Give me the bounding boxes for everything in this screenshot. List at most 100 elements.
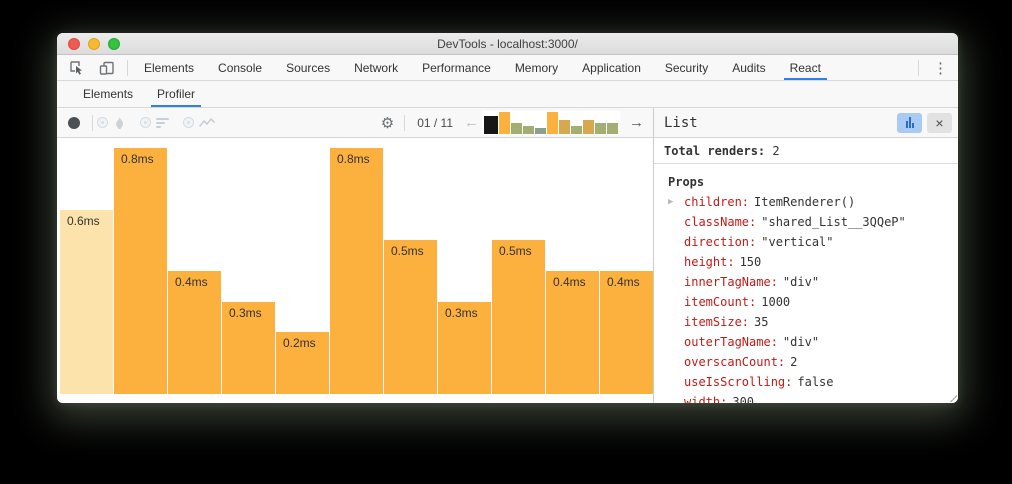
tab-application[interactable]: Application — [582, 60, 641, 75]
devtools-tabs: Elements Console Sources Network Performance… — [132, 55, 833, 80]
prop-value: false — [797, 375, 834, 389]
interactions-chart-icon — [199, 117, 215, 127]
commit-bar-6[interactable]: 0.8ms — [330, 148, 383, 394]
commit-thumbnail-5[interactable] — [535, 127, 546, 134]
prop-value: "div" — [782, 275, 820, 289]
commit-bar-label: 0.3ms — [229, 306, 262, 320]
commit-thumbnail-11[interactable] — [607, 122, 618, 134]
prop-gutter — [668, 372, 684, 392]
toggle-device-toolbar-icon[interactable] — [95, 58, 119, 78]
zoom-window-button[interactable] — [108, 37, 120, 50]
prop-row-itemCount: itemCount: 1000 — [668, 292, 958, 312]
commit-thumbnail-10[interactable] — [595, 122, 606, 134]
radio-icon — [183, 117, 194, 128]
prop-name: overscanCount: — [684, 355, 786, 369]
commit-bar-4[interactable]: 0.3ms — [222, 302, 275, 394]
commit-position-indicator: 01 / 11 — [417, 115, 453, 130]
commit-bar-label: 0.8ms — [337, 152, 370, 166]
commit-bar-1[interactable]: 0.6ms — [60, 210, 113, 394]
commit-bar-9[interactable]: 0.5ms — [492, 240, 545, 394]
commit-selector-strip[interactable] — [482, 110, 620, 135]
disclosure-triangle-icon[interactable]: ▶ — [668, 197, 674, 207]
commit-bar-label: 0.5ms — [391, 244, 424, 258]
tab-elements[interactable]: Elements — [144, 60, 195, 75]
tab-react[interactable]: React — [778, 55, 833, 80]
commit-bar-label: 0.3ms — [445, 306, 478, 320]
divider — [404, 114, 406, 131]
prop-value: "div" — [782, 335, 820, 349]
inspect-element-icon[interactable] — [65, 58, 89, 78]
prop-value: 1000 — [761, 295, 791, 309]
commit-bar-10[interactable]: 0.4ms — [546, 271, 599, 394]
radio-icon — [97, 117, 108, 128]
commit-bar-8[interactable]: 0.3ms — [438, 302, 491, 394]
commit-bar-7[interactable]: 0.5ms — [384, 240, 437, 394]
ranked-mode-radio[interactable] — [140, 117, 169, 128]
profiler-left-pane: ⚙ 01 / 11 ← → 0.6ms 0.8ms 0.4ms 0.3ms 0.2ms 0… — [57, 108, 654, 403]
prop-row-width: width: 300 — [668, 392, 958, 403]
total-renders-label: Total renders: — [664, 144, 766, 158]
devtools-menu-icon[interactable]: ⋮ — [933, 59, 948, 77]
record-button[interactable] — [68, 116, 80, 129]
selected-component-name: List — [664, 114, 698, 131]
prop-gutter — [668, 312, 684, 332]
prop-name: innerTagName: — [684, 275, 778, 289]
commit-bar-11[interactable]: 0.4ms — [600, 271, 653, 394]
props-list: ▶ children: ItemRenderer() className: "share… — [668, 192, 958, 403]
divider — [127, 59, 128, 76]
subtab-elements[interactable]: Elements — [83, 87, 134, 101]
profiler-settings-icon[interactable]: ⚙ — [380, 114, 395, 132]
resize-grip[interactable] — [950, 395, 957, 402]
flamegraph-mode-radio[interactable] — [97, 116, 126, 130]
commit-bar-3[interactable]: 0.4ms — [168, 271, 221, 394]
minimize-window-button[interactable] — [88, 37, 100, 50]
devtools-window: DevTools - localhost:3000/ Elements Conso… — [57, 33, 958, 403]
subtab-profiler[interactable]: Profiler — [145, 81, 207, 107]
tab-security[interactable]: Security — [664, 60, 709, 75]
next-commit-button[interactable]: → — [629, 114, 644, 131]
prop-gutter — [668, 352, 684, 372]
commit-bar-label: 0.4ms — [607, 275, 640, 289]
commit-thumbnail-2[interactable] — [499, 111, 510, 134]
total-renders-value: 2 — [772, 144, 780, 158]
commit-thumbnail-6[interactable] — [547, 111, 558, 134]
total-renders-row: Total renders: 2 — [654, 138, 958, 164]
tab-bar-spacer — [833, 55, 914, 80]
tab-memory[interactable]: Memory — [514, 60, 559, 75]
prop-row-overscanCount: overscanCount: 2 — [668, 352, 958, 372]
profiler-toolbar: ⚙ 01 / 11 ← → — [57, 108, 653, 138]
traffic-lights — [68, 33, 120, 54]
commit-bar-5[interactable]: 0.2ms — [276, 332, 329, 394]
component-details-panel: List × Total renders: 2 Props ▶ children:… — [654, 108, 958, 403]
commit-thumbnail-3[interactable] — [511, 122, 522, 134]
prop-gutter — [668, 252, 684, 272]
profiler-content: ⚙ 01 / 11 ← → 0.6ms 0.8ms 0.4ms 0.3ms 0.2ms 0… — [57, 108, 958, 403]
prop-row-itemSize: itemSize: 35 — [668, 312, 958, 332]
commit-bar-label: 0.4ms — [175, 275, 208, 289]
props-heading: Props — [668, 175, 705, 189]
commit-thumbnail-8[interactable] — [571, 125, 582, 134]
commit-thumbnail-7[interactable] — [559, 119, 570, 134]
tab-performance[interactable]: Performance — [422, 60, 491, 75]
interactions-mode-radio[interactable] — [183, 117, 215, 129]
previous-commit-button[interactable]: ← — [464, 114, 479, 131]
prop-gutter — [668, 212, 684, 232]
prop-value: "shared_List__3QQeP" — [761, 215, 906, 229]
tab-network[interactable]: Network — [354, 60, 399, 75]
prop-name: outerTagName: — [684, 335, 778, 349]
commit-bar-2[interactable]: 0.8ms — [114, 148, 167, 394]
prop-name: itemSize: — [684, 315, 750, 329]
prop-name: width: — [684, 395, 728, 403]
close-panel-button[interactable]: × — [927, 112, 952, 133]
tab-console[interactable]: Console — [218, 60, 263, 75]
commit-thumbnail-1[interactable] — [484, 115, 498, 134]
commit-thumbnail-4[interactable] — [523, 125, 534, 134]
tab-audits[interactable]: Audits — [732, 60, 766, 75]
divider — [92, 114, 93, 131]
prop-value: 300 — [732, 395, 755, 403]
commit-thumbnail-9[interactable] — [583, 119, 594, 134]
close-window-button[interactable] — [68, 37, 80, 50]
prop-row-children: ▶ children: ItemRenderer() — [668, 192, 958, 212]
tab-sources[interactable]: Sources — [286, 60, 331, 75]
view-renders-chart-button[interactable] — [897, 112, 922, 133]
